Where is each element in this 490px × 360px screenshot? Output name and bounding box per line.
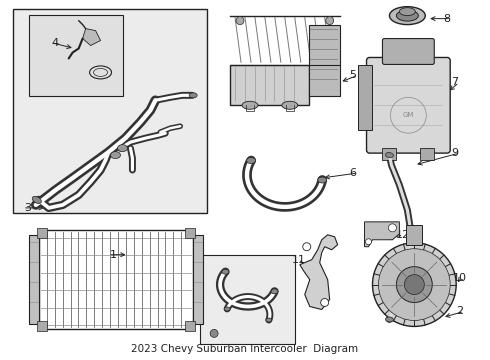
Bar bbox=[383, 148, 396, 160]
Text: 2: 2 bbox=[456, 306, 464, 316]
Ellipse shape bbox=[266, 318, 272, 322]
Bar bbox=[420, 148, 434, 160]
Ellipse shape bbox=[271, 289, 278, 294]
Polygon shape bbox=[300, 235, 338, 310]
Text: 1: 1 bbox=[109, 250, 117, 260]
Text: 9: 9 bbox=[451, 148, 458, 158]
Ellipse shape bbox=[242, 101, 258, 109]
Circle shape bbox=[210, 329, 218, 337]
Circle shape bbox=[372, 243, 456, 327]
Circle shape bbox=[404, 275, 424, 294]
Polygon shape bbox=[365, 222, 399, 247]
Ellipse shape bbox=[396, 10, 418, 21]
Bar bbox=[13, 9, 207, 213]
Bar bbox=[193, 235, 203, 324]
Ellipse shape bbox=[386, 153, 393, 158]
Text: 12: 12 bbox=[395, 230, 410, 240]
Text: 6: 6 bbox=[349, 168, 357, 178]
Bar bbox=[29, 235, 39, 324]
Text: 10: 10 bbox=[453, 273, 467, 283]
Bar bbox=[230, 65, 309, 105]
Circle shape bbox=[303, 243, 311, 251]
Circle shape bbox=[389, 224, 396, 232]
FancyBboxPatch shape bbox=[383, 39, 434, 64]
Text: 11: 11 bbox=[292, 255, 306, 265]
Bar bbox=[358, 66, 371, 130]
Ellipse shape bbox=[224, 307, 230, 311]
Ellipse shape bbox=[390, 7, 425, 24]
Bar bbox=[37, 321, 47, 332]
Circle shape bbox=[326, 17, 334, 24]
Ellipse shape bbox=[399, 8, 416, 15]
Bar bbox=[185, 228, 195, 238]
Ellipse shape bbox=[318, 177, 327, 183]
Ellipse shape bbox=[246, 158, 256, 163]
Ellipse shape bbox=[189, 93, 197, 98]
Text: 7: 7 bbox=[451, 77, 458, 87]
Bar bbox=[309, 24, 340, 96]
Ellipse shape bbox=[386, 317, 393, 322]
Circle shape bbox=[321, 298, 329, 306]
Ellipse shape bbox=[282, 101, 298, 109]
Text: 5: 5 bbox=[349, 71, 357, 80]
Text: 4: 4 bbox=[51, 37, 59, 48]
Text: 3: 3 bbox=[24, 203, 31, 213]
Circle shape bbox=[236, 17, 244, 24]
Circle shape bbox=[396, 267, 432, 302]
Ellipse shape bbox=[32, 196, 41, 203]
FancyBboxPatch shape bbox=[367, 58, 450, 153]
Bar bbox=[29, 15, 123, 96]
Ellipse shape bbox=[111, 152, 121, 159]
Circle shape bbox=[366, 239, 371, 245]
Text: 2023 Chevy Suburban Intercooler  Diagram: 2023 Chevy Suburban Intercooler Diagram bbox=[131, 344, 359, 354]
Ellipse shape bbox=[118, 145, 127, 152]
Bar bbox=[200, 255, 295, 345]
Bar bbox=[406, 225, 422, 245]
Text: GM: GM bbox=[403, 112, 414, 118]
Ellipse shape bbox=[222, 269, 229, 274]
Polygon shape bbox=[83, 28, 100, 45]
Text: 8: 8 bbox=[443, 14, 450, 24]
Bar bbox=[185, 321, 195, 332]
Circle shape bbox=[378, 249, 450, 320]
Bar bbox=[37, 228, 47, 238]
